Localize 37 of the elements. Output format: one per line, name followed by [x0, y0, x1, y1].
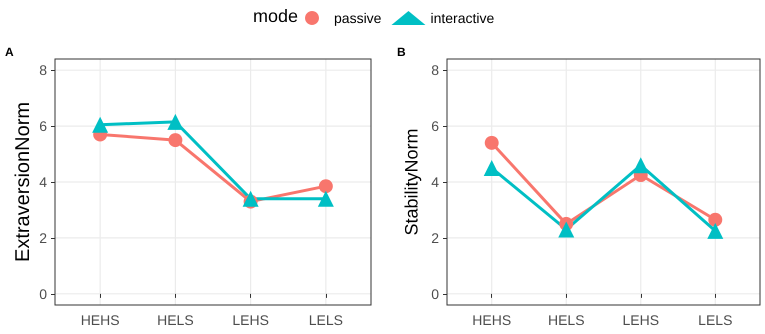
legend-title: mode: [253, 6, 298, 26]
x-tick-label: LELS: [698, 312, 732, 328]
x-tick-label: HELS: [157, 312, 194, 328]
point: [242, 190, 259, 207]
x-tick-label: HEHS: [472, 312, 512, 328]
x-tick-label: LEHS: [622, 312, 660, 328]
point: [318, 190, 334, 207]
point: [167, 114, 184, 130]
y-tick-label: 4: [431, 174, 440, 190]
y-tick-label: 0: [39, 286, 48, 302]
legend-label: passive: [334, 10, 382, 26]
point: [168, 133, 182, 148]
point: [484, 136, 499, 150]
point: [92, 116, 108, 133]
chart-title: B: [397, 45, 406, 59]
y-tick-label: 8: [39, 62, 48, 78]
point: [558, 222, 574, 238]
y-tick-label: 8: [431, 62, 440, 78]
y-tick-label: 6: [431, 118, 440, 134]
point: [484, 160, 500, 176]
point: [632, 157, 649, 174]
legend-label: interactive: [430, 10, 494, 26]
point: [318, 179, 333, 194]
chart-title: A: [5, 45, 14, 59]
x-tick-label: LEHS: [232, 312, 269, 328]
y-tick-label: 6: [39, 118, 48, 134]
y-axis-title: ExtraversionNorm: [12, 102, 34, 262]
point: [708, 212, 722, 227]
x-tick-label: HEHS: [80, 312, 120, 328]
y-tick-label: 2: [39, 230, 48, 246]
x-tick-label: HELS: [548, 312, 585, 328]
point: [707, 222, 724, 239]
y-tick-label: 2: [431, 230, 440, 246]
y-axis-title: StabilityNorm: [401, 128, 422, 236]
y-tick-label: 4: [39, 174, 48, 190]
y-tick-label: 0: [431, 286, 440, 302]
x-tick-label: LELS: [308, 312, 343, 328]
